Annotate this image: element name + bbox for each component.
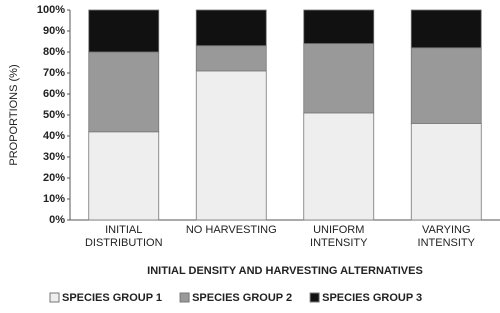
bar-segment <box>88 131 160 221</box>
x-tick-label: VARYING INTENSITY <box>417 224 475 249</box>
y-tick-label: 50% <box>43 109 65 121</box>
y-tick-label: 20% <box>43 172 65 184</box>
bar-segment <box>195 70 267 221</box>
bar-segment <box>195 9 267 47</box>
y-tick-label: 70% <box>43 67 65 79</box>
y-tick-label: 30% <box>43 151 65 163</box>
legend-swatch <box>179 292 190 303</box>
bar-segment <box>410 47 482 124</box>
x-tick-label: INITIAL DISTRIBUTION <box>84 224 163 249</box>
y-tick-label: 60% <box>43 88 65 100</box>
legend-label: SPECIES GROUP 3 <box>322 292 422 304</box>
y-tick-label: 90% <box>43 25 65 37</box>
y-tick-label: 80% <box>43 46 65 58</box>
legend-swatch <box>309 292 320 303</box>
legend-label: SPECIES GROUP 2 <box>192 292 292 304</box>
y-axis-title: PROPORTIONS (%) <box>8 64 20 165</box>
bar-segment <box>303 9 375 44</box>
y-tick-label: 0% <box>49 214 65 226</box>
bar-segment <box>195 45 267 72</box>
legend-swatch <box>49 292 60 303</box>
bar-segment <box>410 9 482 49</box>
x-tick-label: UNIFORM INTENSITY <box>310 224 368 249</box>
bar-segment <box>88 9 160 53</box>
bar-segment <box>410 123 482 221</box>
legend-label: SPECIES GROUP 1 <box>62 292 162 304</box>
bar-segment <box>303 112 375 221</box>
y-tick-label: 100% <box>37 4 65 16</box>
bar-segment <box>303 43 375 114</box>
x-tick-label: NO HARVESTING <box>185 224 277 236</box>
bar-segment <box>88 51 160 133</box>
y-tick-label: 40% <box>43 130 65 142</box>
y-tick-label: 10% <box>43 193 65 205</box>
x-axis-title: INITIAL DENSITY AND HARVESTING ALTERNATI… <box>147 265 423 277</box>
